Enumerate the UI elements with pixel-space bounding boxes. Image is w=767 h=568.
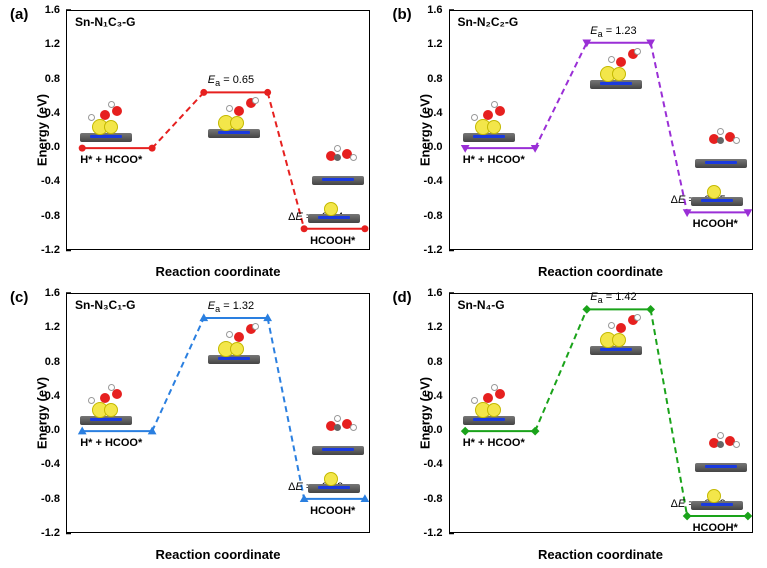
panel-letter: (c) [10, 289, 28, 306]
activation-energy-label: Ea = 1.32 [208, 300, 254, 314]
reactant-label: H* + HCOO* [80, 154, 142, 166]
ytick-label: 1.6 [413, 4, 443, 16]
plot-box: Sn-N₄-GH* + HCOO*HCOOH*Ea = 1.42ΔE = −0.… [449, 293, 753, 533]
molecule-glyph [206, 98, 262, 138]
x-axis-label: Reaction coordinate [156, 264, 281, 279]
ytick-label: -1.2 [413, 244, 443, 256]
ytick-label: 1.2 [413, 38, 443, 50]
activation-energy-label: Ea = 0.65 [208, 74, 254, 88]
ytick-label: -0.4 [30, 458, 60, 470]
panel-a: (a)-1.2-0.8-0.40.00.40.81.21.6Energy (eV… [4, 4, 381, 281]
y-axis-label: Energy (eV) [417, 377, 432, 449]
reactant-label: H* + HCOO* [463, 437, 525, 449]
ytick-label: -1.2 [30, 244, 60, 256]
product-label: HCOOH* [310, 235, 355, 247]
product-label: HCOOH* [693, 522, 738, 534]
plot-box: Sn-N₂C₂-GH* + HCOO*HCOOH*Ea = 1.23ΔE = −… [449, 10, 753, 250]
ytick-label: 1.2 [30, 321, 60, 333]
ytick-label: -0.4 [30, 175, 60, 187]
molecule-glyph [78, 102, 134, 142]
ytick-label: -0.4 [413, 458, 443, 470]
y-axis-label: Energy (eV) [35, 377, 50, 449]
panel-b: (b)-1.2-0.8-0.40.00.40.81.21.6Energy (eV… [387, 4, 764, 281]
molecule-glyph [693, 128, 749, 168]
ytick-label: 1.6 [30, 287, 60, 299]
x-axis-label: Reaction coordinate [156, 547, 281, 562]
molecule-glyph [78, 385, 134, 425]
molecule-glyph [693, 432, 749, 472]
y-axis-label: Energy (eV) [417, 94, 432, 166]
molecule-glyph [461, 385, 517, 425]
plot-box: Sn-N₁C₃-GH* + HCOO*HCOOH*Ea = 0.65ΔE = −… [66, 10, 370, 250]
x-axis-label: Reaction coordinate [538, 264, 663, 279]
ytick-label: 0.8 [30, 356, 60, 368]
molecule-glyph [310, 145, 366, 185]
y-axis-label: Energy (eV) [35, 94, 50, 166]
panel-c: (c)-1.2-0.8-0.40.00.40.81.21.6Energy (eV… [4, 287, 381, 564]
activation-energy-label: Ea = 1.42 [590, 291, 636, 305]
panel-letter: (b) [393, 6, 412, 23]
product-label: HCOOH* [310, 505, 355, 517]
ytick-label: 1.2 [30, 38, 60, 50]
ytick-label: -1.2 [30, 527, 60, 539]
molecule-glyph [588, 315, 644, 355]
ytick-label: 1.6 [30, 4, 60, 16]
ytick-label: 1.6 [413, 287, 443, 299]
plot-box: Sn-N₃C₁-GH* + HCOO*HCOOH*Ea = 1.32ΔE = −… [66, 293, 370, 533]
x-axis-label: Reaction coordinate [538, 547, 663, 562]
panel-letter: (a) [10, 6, 28, 23]
panel-d: (d)-1.2-0.8-0.40.00.40.81.21.6Energy (eV… [387, 287, 764, 564]
ytick-label: -0.8 [413, 210, 443, 222]
ytick-label: 0.8 [413, 356, 443, 368]
reactant-label: H* + HCOO* [463, 154, 525, 166]
molecule-glyph [588, 49, 644, 89]
panel-letter: (d) [393, 289, 412, 306]
figure-grid: (a)-1.2-0.8-0.40.00.40.81.21.6Energy (eV… [0, 0, 767, 568]
ytick-label: 0.8 [30, 73, 60, 85]
ytick-label: -0.8 [30, 210, 60, 222]
activation-energy-label: Ea = 1.23 [590, 25, 636, 39]
ytick-label: -1.2 [413, 527, 443, 539]
molecule-glyph [206, 324, 262, 364]
ytick-label: 0.8 [413, 73, 443, 85]
molecule-glyph [461, 102, 517, 142]
reactant-label: H* + HCOO* [80, 437, 142, 449]
ytick-label: -0.8 [413, 493, 443, 505]
product-label: HCOOH* [693, 218, 738, 230]
ytick-label: -0.4 [413, 175, 443, 187]
ytick-label: 1.2 [413, 321, 443, 333]
molecule-glyph [310, 415, 366, 455]
ytick-label: -0.8 [30, 493, 60, 505]
